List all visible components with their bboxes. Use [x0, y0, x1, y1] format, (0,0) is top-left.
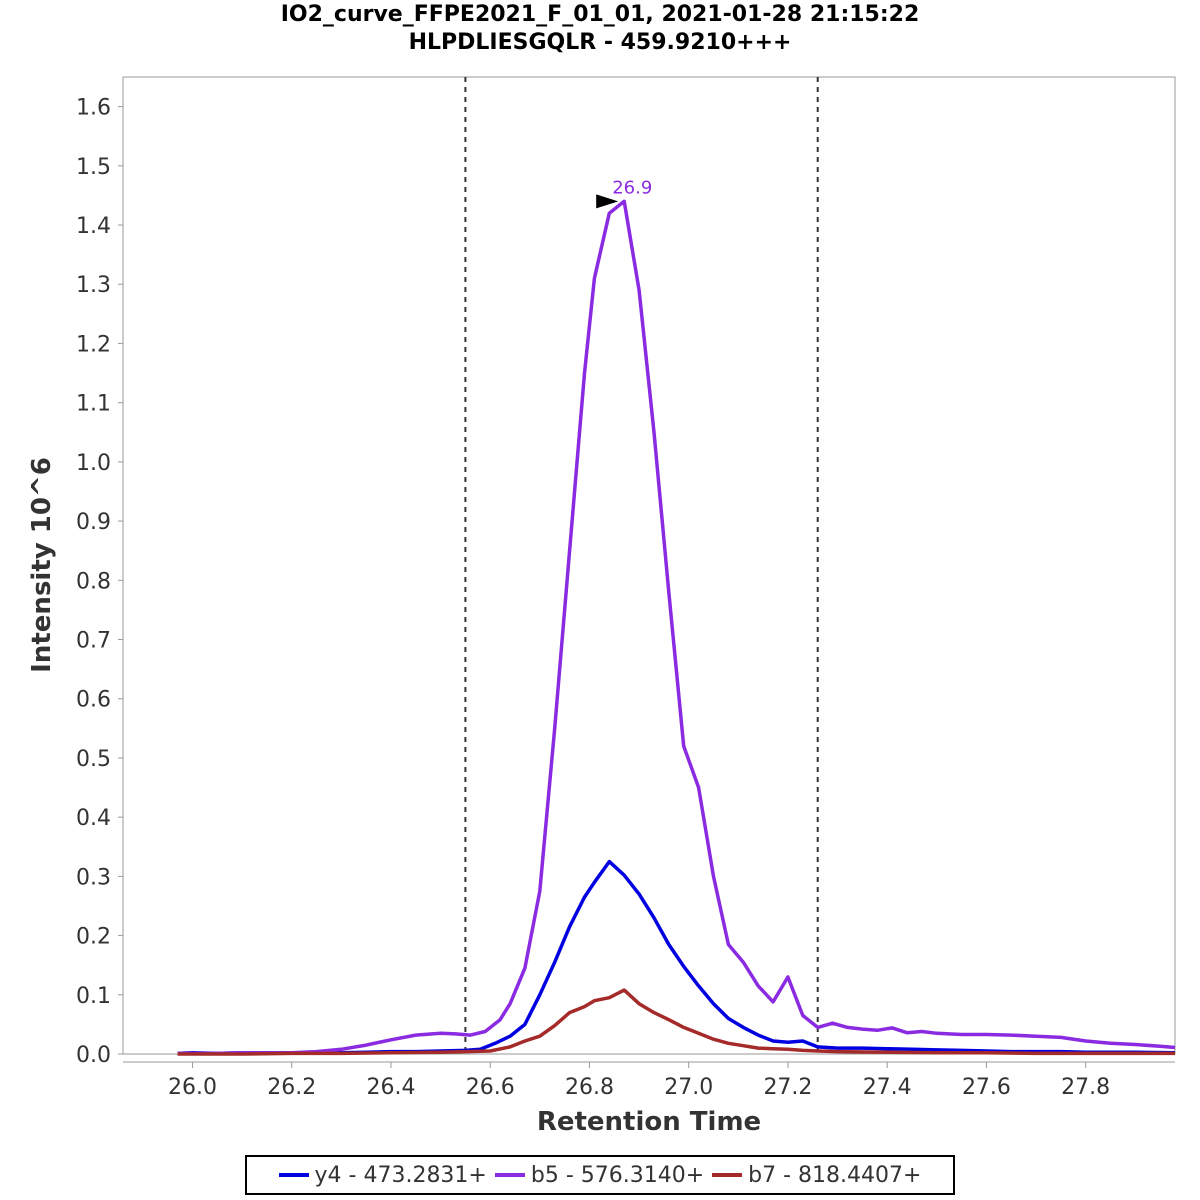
- x-tick-label: 26.2: [267, 1075, 316, 1100]
- legend-swatch: [494, 1173, 525, 1177]
- x-tick-label: 26.4: [366, 1075, 415, 1100]
- peak-label: 26.9: [612, 177, 652, 198]
- legend-item: y4 - 473.2831+: [278, 1162, 487, 1188]
- x-axis: 26.0 26.2 26.4 26.6 26.8 27.0 27.2 27.4 27.6 27.8: [123, 1061, 1175, 1100]
- series-lines: [177, 199, 1176, 1056]
- y-tick-label: 0.6: [76, 688, 111, 713]
- legend-swatch: [712, 1173, 743, 1177]
- y-axis-title: Intensity 10^6: [27, 457, 57, 673]
- y-tick-label: 0.0: [76, 1043, 111, 1068]
- x-tick-label: 27.2: [763, 1075, 812, 1100]
- y-tick-label: 0.8: [76, 569, 111, 594]
- series-line-2: [177, 988, 1175, 1056]
- chart-title: IO2_curve_FFPE2021_F_01_01, 2021-01-28 2…: [280, 2, 920, 27]
- y-tick-label: 1.4: [76, 214, 111, 239]
- legend-label: y4 - 473.2831+: [314, 1162, 487, 1188]
- x-tick-label: 27.6: [962, 1075, 1011, 1100]
- chart-legend: y4 - 473.2831+ b5 - 576.3140+ b7 - 818.440…: [245, 1155, 955, 1195]
- y-tick-label: 0.9: [76, 510, 111, 535]
- integration-boundaries: [464, 77, 819, 1054]
- plot-frame: [122, 76, 1176, 1055]
- y-axis: 0.0 0.1 0.2 0.3 0.4 0.5 0.6 0.7 0.8 0.9 1.0 1.1 1.2 1…: [76, 96, 123, 1068]
- y-tick-label: 0.7: [76, 629, 111, 654]
- y-tick-label: 1.1: [76, 392, 111, 417]
- x-tick-label: 27.4: [863, 1075, 912, 1100]
- legend-item: b5 - 576.3140+: [494, 1162, 705, 1188]
- series-line-1: [177, 199, 1176, 1056]
- legend-label: b5 - 576.3140+: [530, 1162, 705, 1188]
- legend-swatch: [278, 1173, 309, 1177]
- y-tick-label: 0.5: [76, 747, 111, 772]
- x-tick-label: 26.6: [466, 1075, 515, 1100]
- chart-subtitle: HLPDLIESGQLR - 459.9210+++: [408, 30, 792, 55]
- legend-label: b7 - 818.4407+: [748, 1162, 922, 1188]
- y-tick-label: 0.3: [76, 865, 111, 890]
- y-tick-label: 0.2: [76, 925, 111, 950]
- x-axis-title: Retention Time: [537, 1107, 761, 1137]
- y-tick-label: 1.0: [76, 451, 111, 476]
- x-tick-label: 26.0: [168, 1075, 217, 1100]
- x-tick-label: 27.8: [1061, 1075, 1110, 1100]
- y-tick-label: 0.1: [76, 984, 111, 1009]
- legend-item: b7 - 818.4407+: [712, 1163, 921, 1188]
- peak-marker-arrow: [596, 194, 619, 209]
- y-tick-label: 0.4: [76, 806, 111, 831]
- y-tick-label: 1.3: [76, 273, 111, 298]
- y-tick-label: 1.5: [76, 155, 111, 180]
- y-tick-label: 1.2: [76, 332, 111, 357]
- x-tick-label: 27.0: [664, 1075, 713, 1100]
- y-tick-label: 1.6: [76, 96, 111, 121]
- peak-annotation: 26.9: [596, 177, 652, 209]
- x-tick-label: 26.8: [565, 1075, 614, 1100]
